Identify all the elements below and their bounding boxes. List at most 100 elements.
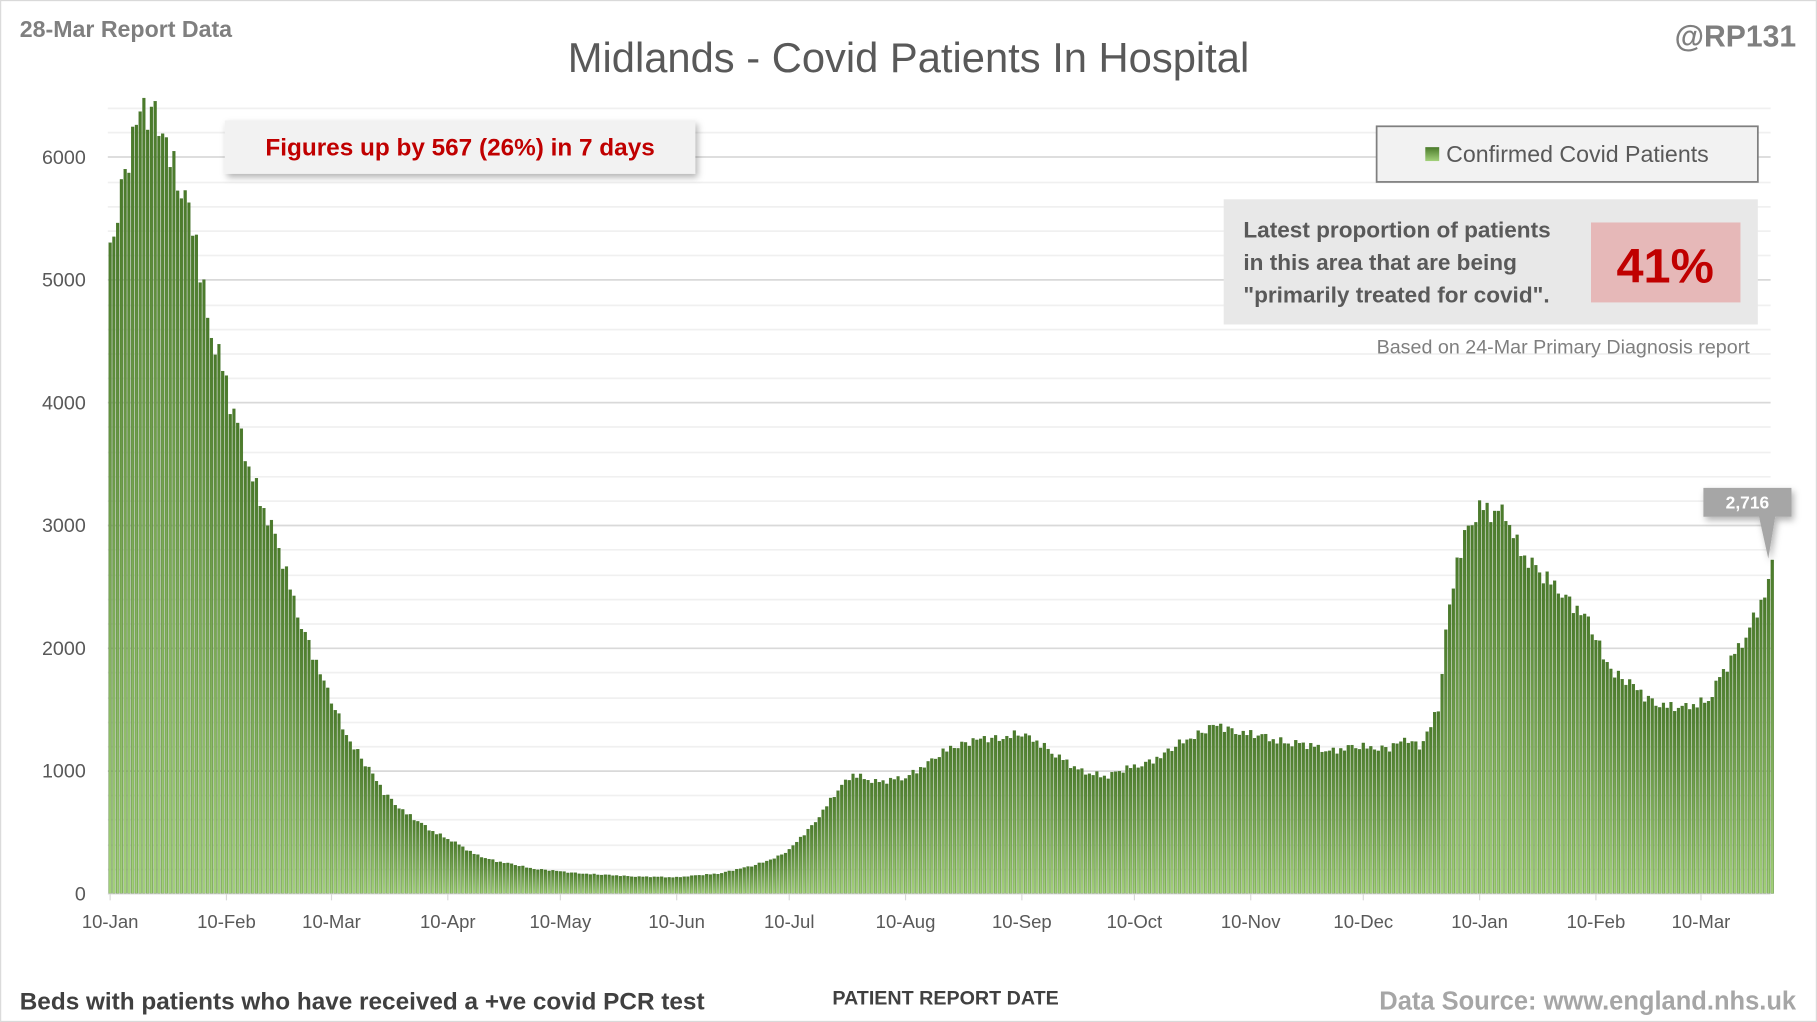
bar bbox=[480, 857, 484, 894]
bar bbox=[1320, 751, 1324, 894]
bar bbox=[419, 822, 424, 894]
bar bbox=[1050, 753, 1054, 894]
bar bbox=[1695, 707, 1699, 894]
bar bbox=[1725, 671, 1729, 894]
bar bbox=[915, 773, 919, 894]
bar bbox=[1346, 745, 1350, 894]
bar bbox=[359, 758, 364, 894]
info-note: Based on 24-Mar Primary Diagnosis report bbox=[1377, 336, 1751, 358]
bar bbox=[1177, 739, 1182, 894]
bar bbox=[1039, 747, 1043, 894]
bar bbox=[292, 595, 296, 894]
bar bbox=[791, 845, 795, 894]
bar bbox=[1087, 773, 1091, 894]
bar bbox=[821, 809, 825, 894]
bar bbox=[427, 830, 431, 894]
bar bbox=[660, 876, 664, 894]
bar bbox=[1012, 730, 1016, 894]
bar bbox=[1230, 728, 1234, 894]
bar bbox=[1706, 701, 1711, 894]
bar bbox=[573, 872, 577, 894]
bar bbox=[738, 868, 743, 894]
bar bbox=[937, 757, 941, 894]
bar bbox=[881, 780, 885, 894]
bar bbox=[1267, 741, 1272, 894]
bar bbox=[1744, 637, 1748, 894]
bar bbox=[1538, 572, 1542, 894]
bar bbox=[416, 821, 420, 894]
bar bbox=[243, 461, 247, 894]
bar bbox=[1575, 605, 1579, 894]
bar bbox=[1065, 759, 1069, 894]
bar bbox=[1699, 697, 1703, 894]
bar bbox=[510, 863, 514, 894]
bar bbox=[911, 769, 915, 894]
bar bbox=[641, 876, 645, 894]
bar bbox=[1736, 643, 1741, 894]
bar bbox=[209, 337, 214, 894]
bar bbox=[566, 872, 570, 894]
y-tick-label: 4000 bbox=[42, 392, 86, 414]
bar bbox=[1433, 712, 1437, 894]
bar bbox=[1102, 775, 1106, 894]
legend: Confirmed Covid Patients bbox=[1375, 125, 1759, 183]
bar bbox=[288, 589, 292, 894]
bar bbox=[723, 871, 728, 894]
bar bbox=[318, 674, 322, 894]
bar bbox=[1219, 723, 1223, 894]
bar bbox=[386, 794, 390, 894]
x-tick-label: 10-Sep bbox=[992, 911, 1052, 932]
bar bbox=[1095, 771, 1099, 894]
bar bbox=[941, 748, 945, 894]
bar bbox=[149, 106, 153, 894]
bar bbox=[761, 862, 765, 894]
x-tick-label: 10-Mar bbox=[302, 911, 361, 932]
bar bbox=[825, 806, 829, 894]
bar bbox=[1436, 711, 1440, 894]
bar bbox=[1553, 580, 1557, 894]
bar bbox=[555, 870, 559, 894]
bar bbox=[506, 862, 510, 894]
x-tick-label: 10-May bbox=[529, 911, 591, 932]
bar bbox=[251, 481, 255, 894]
bar bbox=[611, 875, 615, 894]
bar bbox=[1639, 689, 1643, 894]
bar bbox=[457, 844, 461, 894]
bar bbox=[232, 408, 236, 894]
bar bbox=[558, 871, 562, 894]
bar bbox=[1147, 759, 1151, 894]
bar bbox=[795, 841, 799, 894]
bar bbox=[1523, 555, 1527, 894]
bar bbox=[562, 871, 566, 894]
bar bbox=[1155, 756, 1159, 894]
bar bbox=[840, 784, 844, 894]
bar bbox=[543, 869, 547, 894]
bar bbox=[1035, 740, 1039, 894]
bar bbox=[1350, 744, 1354, 894]
bar bbox=[344, 735, 349, 894]
bar bbox=[202, 279, 206, 894]
bar bbox=[1545, 571, 1549, 894]
bar bbox=[322, 680, 326, 894]
bar bbox=[1474, 522, 1478, 894]
bar bbox=[971, 738, 975, 894]
bar bbox=[802, 835, 806, 894]
bar bbox=[341, 729, 345, 894]
bar bbox=[1455, 557, 1459, 894]
x-axis-title: PATIENT REPORT DATE bbox=[832, 988, 1058, 1010]
bar bbox=[1114, 771, 1118, 894]
bar bbox=[1046, 748, 1050, 894]
bar bbox=[979, 738, 983, 894]
bar bbox=[1151, 763, 1155, 894]
bar bbox=[896, 776, 900, 894]
bar bbox=[1598, 640, 1602, 894]
bar bbox=[521, 865, 525, 894]
x-axis: 10-Jan 10-Feb 10-Mar 10-Apr 10-May 10-Jun 10-J… bbox=[82, 893, 1730, 932]
bar bbox=[423, 825, 427, 894]
report-date-label: 28-Mar Report Data bbox=[20, 16, 233, 42]
bar bbox=[1275, 743, 1279, 894]
bar bbox=[1174, 746, 1178, 894]
bar bbox=[224, 375, 229, 894]
bar bbox=[1590, 634, 1594, 894]
bar bbox=[352, 749, 356, 894]
